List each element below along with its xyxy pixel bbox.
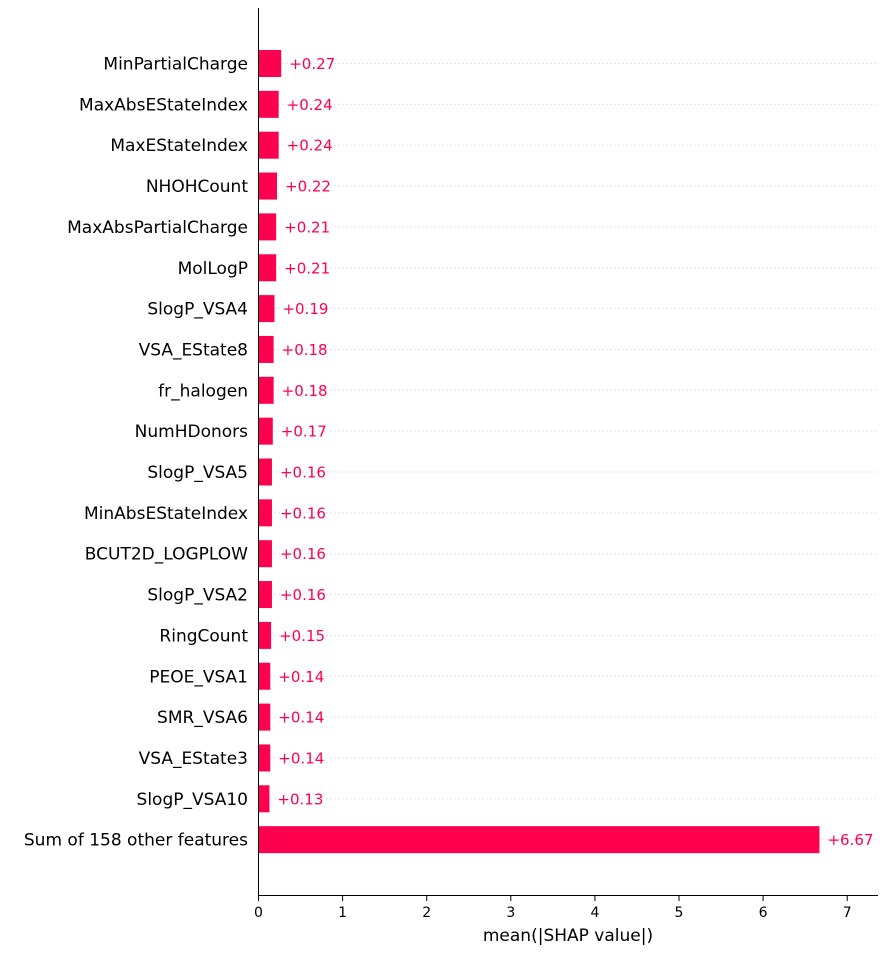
x-tick-label: 5 <box>675 905 684 921</box>
bar-maxabspartialcharge <box>258 213 277 241</box>
feature-label: MaxAbsEStateIndex <box>79 95 248 115</box>
value-label: +0.27 <box>289 55 335 73</box>
feature-label: SMR_VSA6 <box>157 708 248 728</box>
bar-maxabsestateindex <box>258 90 279 118</box>
bars <box>258 50 820 854</box>
bar-fr-halogen <box>258 376 274 404</box>
x-tick-label: 0 <box>254 905 263 921</box>
value-label: +0.24 <box>287 96 333 114</box>
feature-label: SlogP_VSA10 <box>137 790 248 810</box>
bar-slogp-vsa5 <box>258 458 272 486</box>
value-label: +0.18 <box>282 341 328 359</box>
feature-label: MinAbsEStateIndex <box>84 504 248 524</box>
bar-nhohcount <box>258 172 278 200</box>
value-label: +0.14 <box>278 668 324 686</box>
bar-peoe-vsa1 <box>258 662 271 690</box>
value-label: +0.24 <box>287 137 333 155</box>
grid-lines <box>258 63 878 841</box>
feature-label: PEOE_VSA1 <box>149 667 248 687</box>
feature-label: MaxEStateIndex <box>110 136 248 156</box>
feature-label: BCUT2D_LOGPLOW <box>85 545 248 565</box>
value-label: +6.67 <box>827 831 873 849</box>
bar-vsa-estate3 <box>258 744 271 772</box>
feature-label: NHOHCount <box>146 177 248 197</box>
bar-ringcount <box>258 621 272 649</box>
x-tick-label: 6 <box>759 905 768 921</box>
feature-label: Sum of 158 other features <box>24 831 248 851</box>
feature-label: VSA_EState8 <box>139 340 248 360</box>
value-label: +0.22 <box>285 178 331 196</box>
feature-label: SlogP_VSA4 <box>147 300 248 320</box>
bar-maxestateindex <box>258 131 279 159</box>
feature-labels: MinPartialCharge MaxAbsEStateIndex MaxESta… <box>24 55 248 851</box>
bar-slogp-vsa4 <box>258 295 275 323</box>
bar-bcut2d-logplow <box>258 540 272 568</box>
bar-smr-vsa6 <box>258 703 271 731</box>
value-label: +0.16 <box>280 586 326 604</box>
value-label: +0.16 <box>280 464 326 482</box>
x-tick-label: 4 <box>590 905 599 921</box>
value-label: +0.14 <box>278 709 324 727</box>
bar-minabsestateindex <box>258 499 272 527</box>
feature-label: SlogP_VSA5 <box>147 463 248 483</box>
value-label: +0.21 <box>284 259 330 277</box>
value-label: +0.19 <box>282 300 328 318</box>
value-label: +0.14 <box>278 749 324 767</box>
bar-vsa-estate8 <box>258 335 274 363</box>
value-label: +0.16 <box>280 504 326 522</box>
x-tick-label: 1 <box>338 905 347 921</box>
feature-label: VSA_EState3 <box>139 749 248 769</box>
value-label: +0.21 <box>284 218 330 236</box>
value-label: +0.16 <box>280 545 326 563</box>
feature-label: MinPartialCharge <box>103 55 248 75</box>
value-label: +0.13 <box>277 790 323 808</box>
bar-mollogp <box>258 254 277 282</box>
feature-label: RingCount <box>159 626 248 646</box>
bar-minpartialcharge <box>258 50 282 77</box>
bar-slogp-vsa2 <box>258 581 272 609</box>
x-tick-label: 3 <box>506 905 515 921</box>
bar-numhdonors <box>258 417 273 445</box>
value-label: +0.15 <box>279 627 325 645</box>
feature-label: MaxAbsPartialCharge <box>67 218 248 238</box>
feature-label: MolLogP <box>178 259 248 279</box>
bar-slogp-vsa10 <box>258 785 270 813</box>
value-label: +0.17 <box>281 423 327 441</box>
x-tick-label: 7 <box>843 905 852 921</box>
feature-label: fr_halogen <box>158 381 248 401</box>
value-label: +0.18 <box>282 382 328 400</box>
x-axis-ticks: 0 1 2 3 4 5 6 7 <box>254 895 852 921</box>
feature-label: NumHDonors <box>135 422 248 442</box>
x-axis-title: mean(|SHAP value|) <box>483 926 653 946</box>
bar-sum-of-158-other-features <box>258 826 820 854</box>
x-tick-label: 2 <box>422 905 431 921</box>
feature-label: SlogP_VSA2 <box>147 586 248 606</box>
value-labels: +0.27 +0.24 +0.24 +0.22 +0.21 +0.21 +0.19 +0.18… <box>277 55 873 849</box>
